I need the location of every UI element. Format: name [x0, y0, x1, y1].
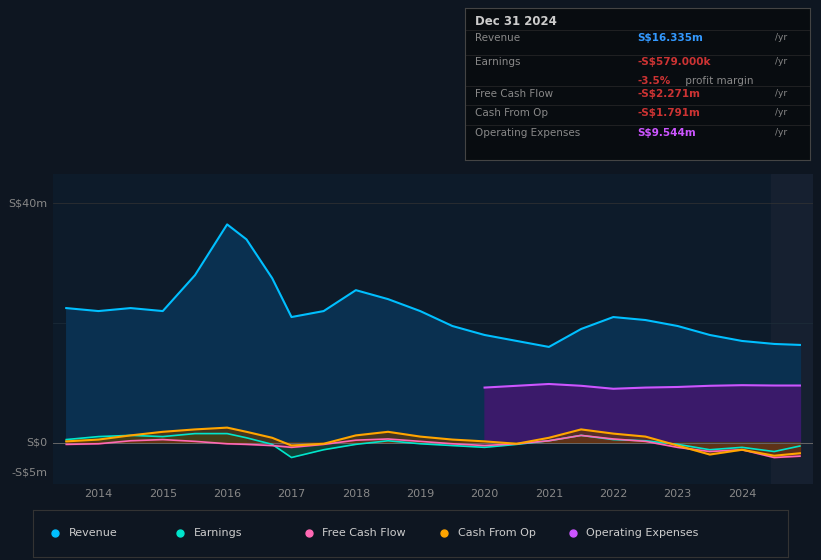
Text: -S$5m: -S$5m [11, 468, 48, 478]
Bar [771, 174, 813, 484]
Text: -S$1.791m: -S$1.791m [637, 108, 700, 118]
Text: -3.5%: -3.5% [637, 76, 670, 86]
Text: S$16.335m: S$16.335m [637, 34, 703, 43]
Text: S$40m: S$40m [8, 198, 48, 208]
Text: S$9.544m: S$9.544m [637, 128, 696, 138]
Text: Operating Expenses: Operating Expenses [475, 128, 580, 138]
Text: Operating Expenses: Operating Expenses [586, 529, 699, 538]
Text: /yr: /yr [775, 34, 787, 43]
Text: Dec 31 2024: Dec 31 2024 [475, 15, 557, 28]
Text: Earnings: Earnings [194, 529, 242, 538]
Text: Revenue: Revenue [69, 529, 118, 538]
Text: -S$2.271m: -S$2.271m [637, 88, 700, 99]
Text: /yr: /yr [775, 128, 787, 137]
Text: Cash From Op: Cash From Op [458, 529, 536, 538]
Text: Cash From Op: Cash From Op [475, 108, 548, 118]
Text: /yr: /yr [775, 108, 787, 117]
Text: -S$579.000k: -S$579.000k [637, 57, 711, 67]
Text: Revenue: Revenue [475, 34, 521, 43]
Text: /yr: /yr [775, 57, 787, 66]
Text: S$0: S$0 [26, 437, 48, 447]
Text: Earnings: Earnings [475, 57, 521, 67]
Text: Free Cash Flow: Free Cash Flow [475, 88, 553, 99]
Text: profit margin: profit margin [682, 76, 754, 86]
Text: Free Cash Flow: Free Cash Flow [322, 529, 406, 538]
Text: /yr: /yr [775, 88, 787, 97]
